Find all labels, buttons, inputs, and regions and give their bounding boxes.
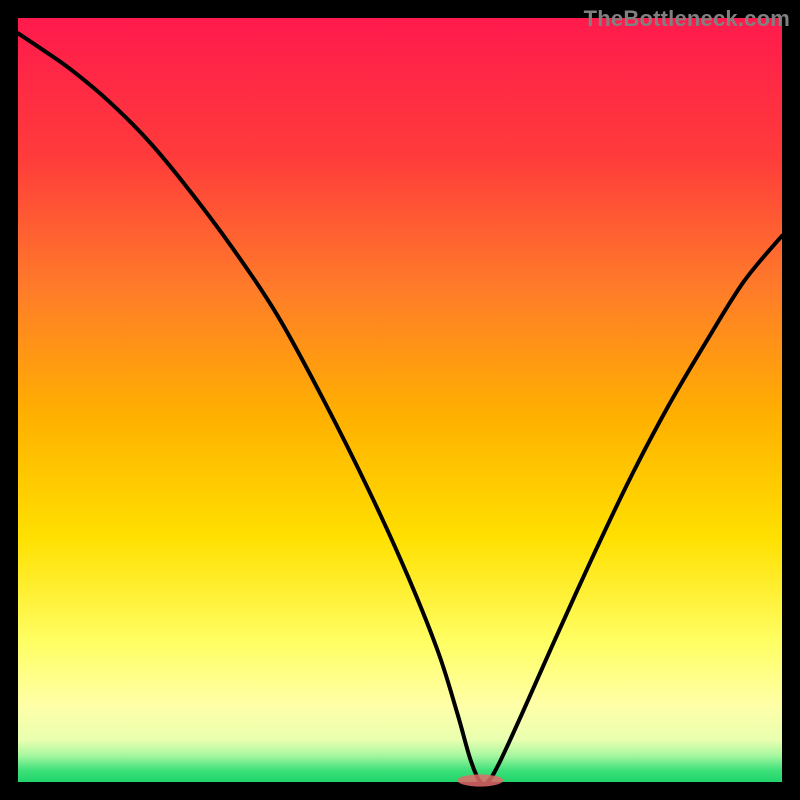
optimal-point-marker	[457, 774, 503, 786]
watermark-text: TheBottleneck.com	[584, 6, 790, 32]
chart-canvas	[0, 0, 800, 800]
bottleneck-chart: TheBottleneck.com	[0, 0, 800, 800]
chart-background	[18, 18, 782, 782]
